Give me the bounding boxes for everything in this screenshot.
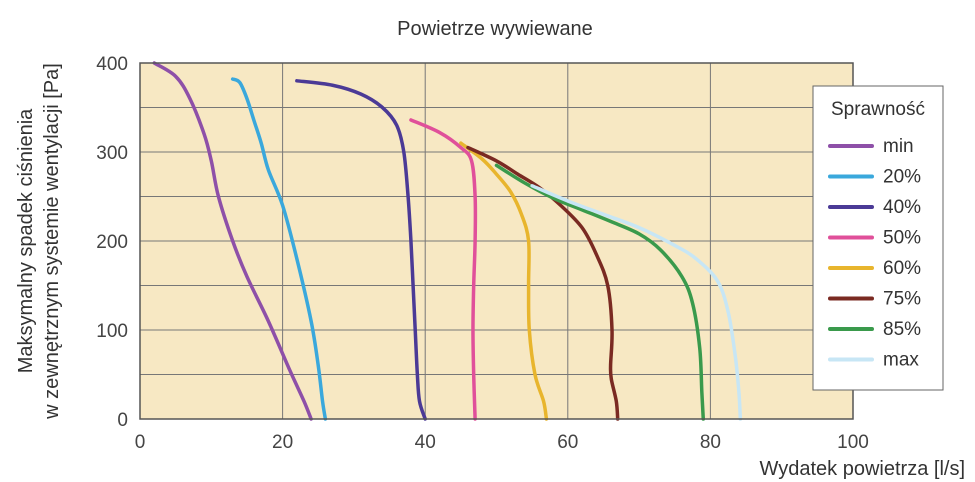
legend-label: max [883, 350, 919, 371]
series-line-50pct [409, 118, 478, 421]
legend-label: 60% [883, 258, 921, 279]
y-tick-label: 300 [96, 143, 128, 164]
x-tick-label: 20 [272, 432, 293, 453]
series-layer [152, 61, 743, 421]
x-tick-label: 40 [415, 432, 436, 453]
y-axis-label-line2: w zewnętrznym systemie wentylacji [Pa] [41, 63, 63, 420]
y-axis-label-line1: Maksymalny spadek ciśnienia [15, 108, 37, 373]
y-tick-label: 400 [96, 54, 128, 75]
legend: Sprawność min 20% 40% 50% 60% 75% 85% max [812, 85, 944, 391]
y-tick-label: 200 [96, 232, 128, 253]
x-tick-labels: 0 20 40 60 80 100 [135, 432, 869, 453]
chart-title: Powietrze wywiewane [397, 18, 593, 40]
legend-box [812, 85, 944, 391]
legend-label: 85% [883, 319, 921, 340]
legend-title: Sprawność [831, 99, 925, 120]
x-tick-label: 100 [837, 432, 869, 453]
series-line-40pct [295, 79, 427, 421]
x-tick-label: 80 [700, 432, 721, 453]
x-tick-label: 0 [135, 432, 146, 453]
series-line-max [530, 184, 743, 421]
y-tick-labels: 0 100 200 300 400 [96, 54, 128, 431]
series-line-60pct [459, 141, 549, 421]
y-tick-label: 0 [117, 410, 128, 431]
legend-items: min 20% 40% 50% 60% 75% 85% max [828, 136, 921, 371]
legend-label: 50% [883, 228, 921, 249]
x-tick-label: 60 [557, 432, 578, 453]
series-line-85pct [494, 163, 706, 421]
series-line-min [152, 61, 313, 421]
legend-label: min [883, 136, 914, 157]
series-line-20pct [230, 77, 328, 421]
x-axis-label: Wydatek powietrza [l/s] [760, 458, 965, 480]
y-tick-label: 100 [96, 321, 128, 342]
legend-label: 20% [883, 167, 921, 188]
legend-label: 75% [883, 289, 921, 310]
legend-label: 40% [883, 197, 921, 218]
series-line-75pct [466, 145, 620, 421]
